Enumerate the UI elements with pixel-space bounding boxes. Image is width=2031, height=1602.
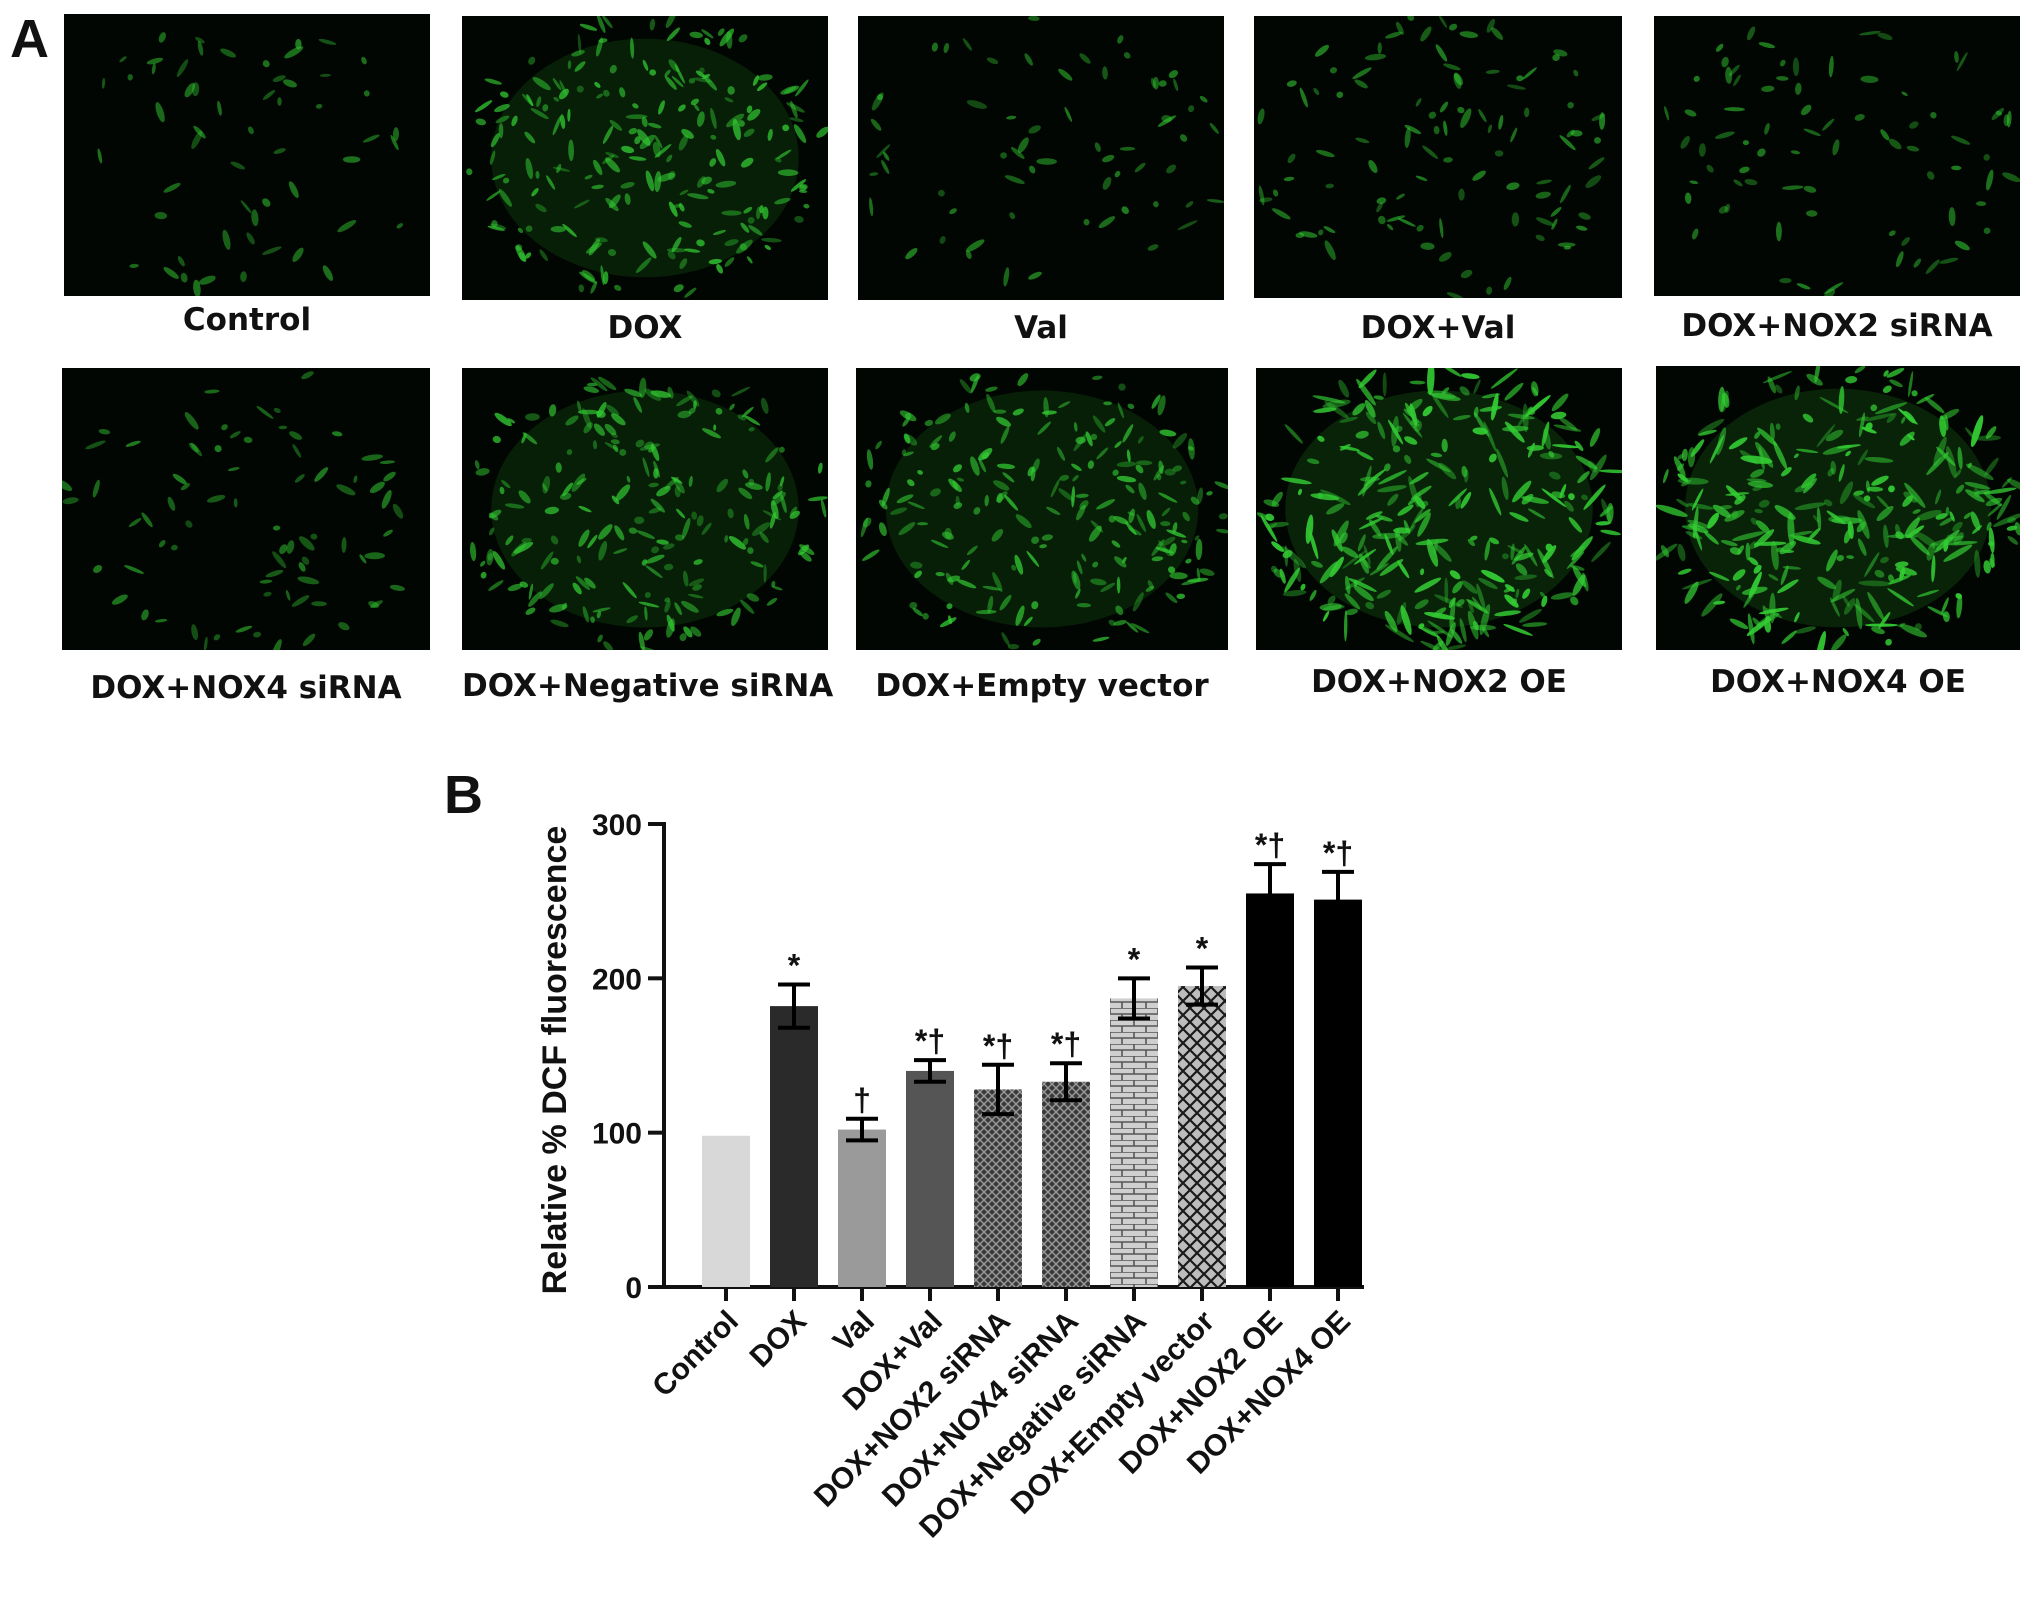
bar (1042, 1081, 1090, 1287)
micrograph-dox-nox2-sirna (1654, 16, 2020, 296)
x-tick-label: DOX (744, 1305, 813, 1374)
micrograph-dox-nox4-oe (1656, 366, 2020, 650)
bar (838, 1129, 886, 1287)
significance-marker: *† (915, 1023, 945, 1059)
micrograph-dox-empty-vector (856, 368, 1228, 650)
micrograph-label-control: Control (182, 302, 312, 338)
bar (702, 1135, 750, 1287)
significance-marker: * (1196, 931, 1209, 967)
bar (1178, 986, 1226, 1287)
bar (770, 1006, 818, 1287)
micrograph-val (858, 16, 1224, 300)
micrograph-dox-nox2-oe (1256, 368, 1622, 650)
bar (1246, 893, 1294, 1287)
micrograph-dox-negative-sirna (462, 368, 828, 650)
micrograph-label-dox-negative-sirna: DOX+Negative siRNA (462, 668, 834, 704)
bar (1110, 998, 1158, 1287)
bar (974, 1089, 1022, 1287)
significance-marker: † (853, 1082, 871, 1118)
micrograph-label-dox-nox2-oe: DOX+NOX2 OE (1311, 664, 1567, 700)
y-tick-label: 200 (592, 963, 642, 996)
bar (1314, 899, 1362, 1287)
micrograph-dox-nox4-sirna (62, 368, 430, 650)
micrograph-label-dox-empty-vector: DOX+Empty vector (875, 668, 1209, 704)
micrograph-dox-val (1254, 16, 1622, 298)
micrograph-label-val: Val (1014, 310, 1068, 346)
micrograph-label-dox-val: DOX+Val (1360, 310, 1516, 346)
y-tick-label: 0 (625, 1272, 642, 1305)
y-tick-label: 100 (592, 1118, 642, 1151)
x-tick-label: Val (827, 1305, 881, 1359)
significance-marker: *† (1323, 835, 1353, 871)
micrograph-label-dox-nox4-oe: DOX+NOX4 OE (1710, 664, 1966, 700)
significance-marker: *† (1255, 827, 1285, 863)
panel-a-label: A (10, 9, 49, 69)
significance-marker: *† (1051, 1026, 1081, 1062)
micrograph-label-dox-nox4-sirna: DOX+NOX4 siRNA (90, 670, 402, 706)
micrograph-dox (462, 16, 828, 300)
x-tick-label: Control (646, 1305, 745, 1404)
significance-marker: * (1128, 941, 1141, 977)
significance-marker: * (788, 948, 801, 984)
bar (906, 1070, 954, 1287)
micrograph-control (64, 14, 430, 296)
y-axis-label: Relative % DCF fluorescence (536, 826, 574, 1295)
micrograph-label-dox-nox2-sirna: DOX+NOX2 siRNA (1681, 308, 1993, 344)
y-tick-label: 300 (592, 809, 642, 842)
panel-b-label: B (444, 765, 483, 825)
significance-marker: *† (983, 1028, 1013, 1064)
micrograph-label-dox: DOX (607, 310, 683, 346)
